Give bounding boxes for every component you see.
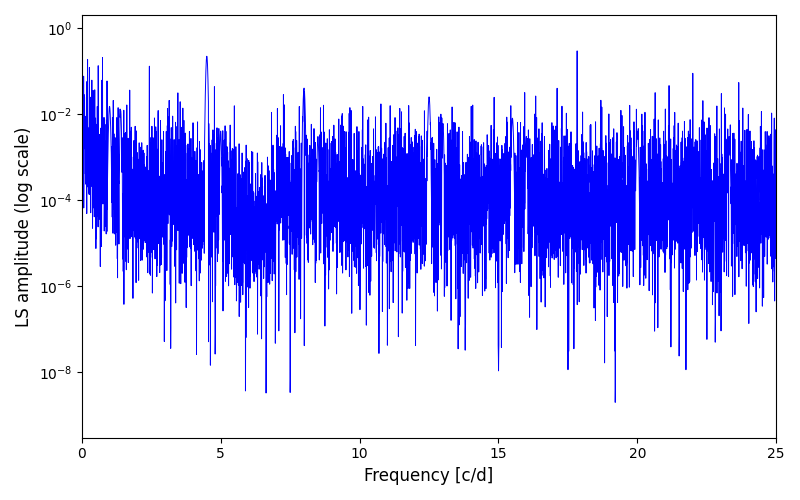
Y-axis label: LS amplitude (log scale): LS amplitude (log scale): [15, 126, 33, 326]
X-axis label: Frequency [c/d]: Frequency [c/d]: [364, 467, 494, 485]
